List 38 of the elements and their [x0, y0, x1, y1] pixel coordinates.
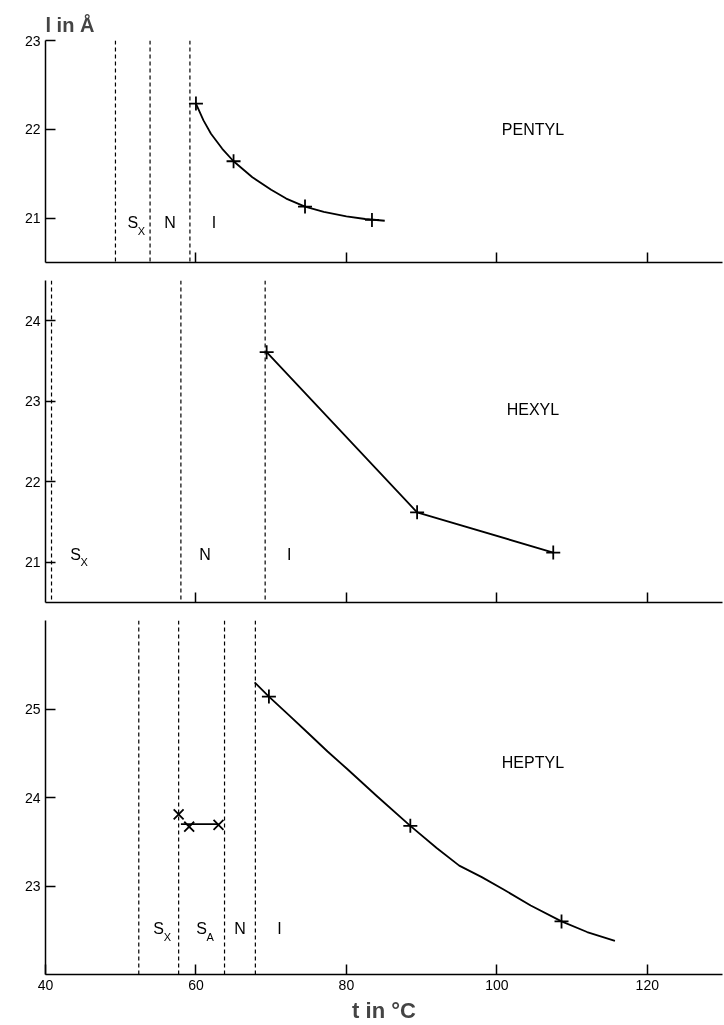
ref-line-label: I — [211, 214, 217, 232]
x-tick-label: 40 — [37, 976, 54, 993]
y-tick-label: 23 — [24, 32, 41, 49]
point — [225, 153, 242, 170]
y-axis-title: l in Å — [45, 12, 95, 36]
point — [183, 820, 196, 833]
y-tick-label: 21 — [24, 210, 41, 227]
x-tick-label: 120 — [635, 976, 660, 993]
point — [212, 819, 225, 831]
ref-line-label: N — [234, 920, 246, 938]
y-tick-label: 23 — [24, 393, 41, 410]
x-tick-label: 80 — [338, 976, 355, 993]
y-tick-label: 25 — [24, 701, 41, 717]
point — [545, 544, 562, 561]
x-tick-label: 60 — [188, 976, 204, 993]
ref-line-label: N — [164, 214, 176, 232]
y-tick-label: 24 — [24, 312, 41, 329]
y-tick-label: 24 — [24, 789, 41, 806]
point — [188, 95, 204, 112]
point — [172, 808, 185, 821]
y-tick-label: 22 — [24, 121, 41, 138]
ref-line-label: I — [287, 545, 292, 563]
point — [409, 504, 425, 521]
point — [402, 817, 419, 834]
ref-line-label: N — [199, 545, 211, 563]
annotation: HEXYL — [506, 400, 560, 418]
annotation: HEPTYL — [501, 753, 565, 771]
x-tick-label: 100 — [485, 976, 509, 993]
point — [258, 344, 275, 361]
y-tick-label: 23 — [24, 878, 41, 894]
x-axis-title: t in °C — [352, 997, 417, 1023]
point — [553, 913, 570, 930]
point — [297, 198, 313, 215]
annotation: PENTYL — [501, 120, 565, 138]
ref-line-label: I — [277, 920, 282, 938]
point — [261, 688, 277, 705]
y-tick-label: 22 — [24, 473, 41, 490]
y-tick-label: 21 — [24, 554, 41, 571]
